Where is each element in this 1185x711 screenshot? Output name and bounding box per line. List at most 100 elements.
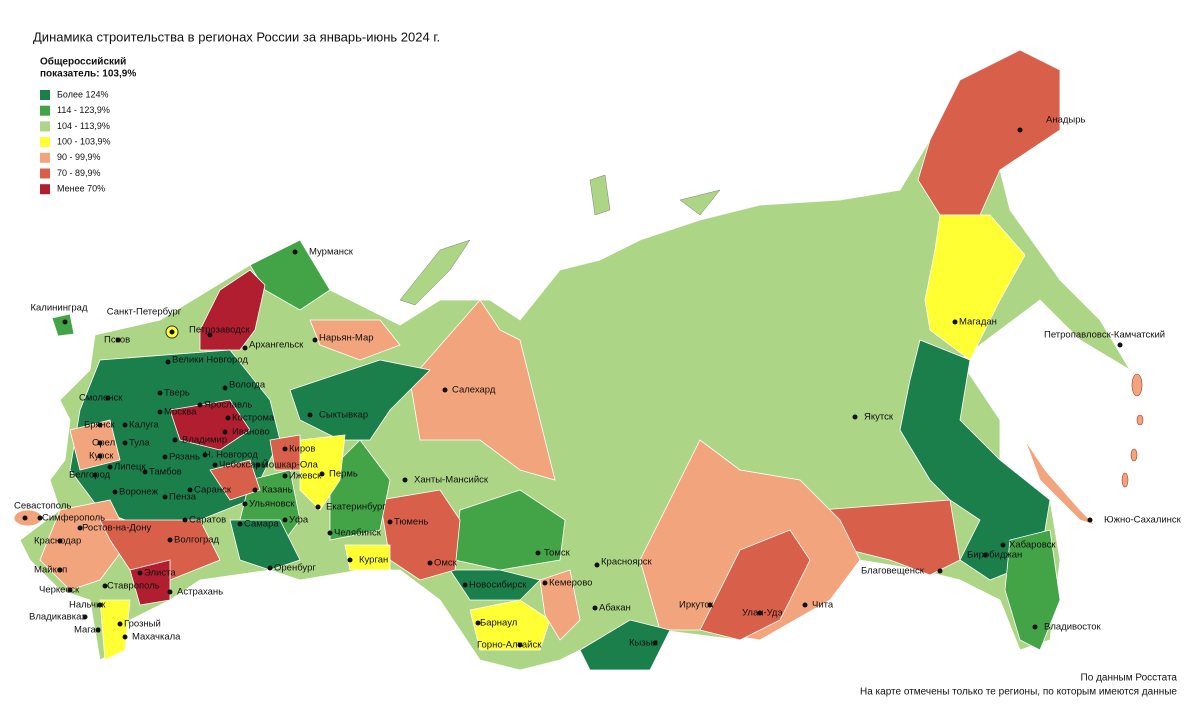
city-dot <box>105 395 111 401</box>
city-label: Ярославль <box>204 400 252 411</box>
city-dot <box>67 587 73 593</box>
city-label: Ульяновск <box>249 499 295 510</box>
city-label: Пенза <box>169 492 197 503</box>
city-label: Мурманск <box>309 247 354 258</box>
city-label: Махачкала <box>132 632 181 643</box>
city-label: Тула <box>129 438 150 449</box>
city-label: Владикавказ <box>29 612 86 623</box>
city-dot <box>242 501 248 507</box>
city-label: Нальчик <box>69 600 106 611</box>
city-dot <box>475 620 481 626</box>
city-dot <box>937 568 943 574</box>
city-dot <box>162 454 168 460</box>
city-label: Волгоград <box>174 535 220 546</box>
city-label: Казань <box>262 485 293 496</box>
legend-swatch <box>40 168 50 179</box>
city-dot <box>442 387 448 393</box>
city-dot <box>142 469 148 475</box>
city-dot <box>165 359 171 365</box>
city-label: Н. Новгород <box>204 450 258 461</box>
city-label: Кемерово <box>549 578 592 589</box>
legend-label: 104 - 113,9% <box>57 121 110 131</box>
city-dot <box>82 614 88 620</box>
city-label: Уфа <box>289 515 309 526</box>
city-dot <box>97 602 103 608</box>
legend-swatch <box>40 152 50 163</box>
city-dot <box>22 515 28 521</box>
legend-label: 90 - 99,9% <box>57 152 101 162</box>
city-dot <box>307 412 313 418</box>
city-dot <box>535 550 541 556</box>
city-dot <box>222 429 228 435</box>
city-label: Горно-Алтайск <box>477 640 542 651</box>
city-label: Челябинск <box>334 528 382 539</box>
city-label: Воронеж <box>119 487 159 498</box>
city-dot <box>427 560 433 566</box>
city-dot <box>112 489 118 495</box>
city-dot <box>122 440 128 446</box>
city-dot <box>157 409 163 415</box>
city-dot <box>267 565 273 571</box>
city-dot <box>97 440 103 446</box>
city-label: Чита <box>812 600 834 611</box>
city-label: Тверь <box>164 388 190 399</box>
legend-label: 114 - 123,9% <box>57 105 110 115</box>
city-dot <box>542 580 548 586</box>
city-label: Тамбов <box>149 467 182 478</box>
city-label: Калуга <box>129 420 159 431</box>
city-label: Грозный <box>124 619 161 630</box>
legend-label: Менее 70% <box>57 184 105 194</box>
city-label: Кызыл <box>629 638 658 649</box>
city-label: Краснодар <box>34 536 81 547</box>
city-label: Липецк <box>114 462 146 473</box>
city-label: Калининград <box>30 303 87 314</box>
city-label: Южно-Сахалинск <box>1104 515 1182 526</box>
map-title: Динамика строительства в регионах России… <box>33 29 440 44</box>
city-label: Магадан <box>959 317 997 328</box>
city-dot <box>594 562 600 568</box>
city-dot <box>115 337 121 343</box>
city-label: Псков <box>104 335 130 346</box>
city-label: Ханты-Мансийск <box>414 475 489 486</box>
city-dot <box>77 525 83 531</box>
city-label: Томск <box>544 548 571 559</box>
city-dot <box>137 570 143 576</box>
city-dot <box>517 642 523 648</box>
city-dot <box>757 610 763 616</box>
city-dot <box>1017 127 1023 133</box>
city-dot <box>952 319 958 325</box>
city-label: Орел <box>92 438 115 449</box>
footnote: По данным Росстата <box>1081 673 1178 684</box>
city-dot <box>707 602 713 608</box>
legend-swatch <box>40 184 50 195</box>
city-label: Омск <box>434 558 458 569</box>
city-dot <box>282 446 288 452</box>
legend-label: 100 - 103,9% <box>57 136 111 146</box>
city-dot <box>97 422 103 428</box>
city-dot <box>802 602 808 608</box>
city-label: Биробиджан <box>967 550 1022 561</box>
city-dot <box>242 345 248 351</box>
city-dot <box>402 477 408 483</box>
city-dot <box>107 464 113 470</box>
city-dot <box>315 504 321 510</box>
city-label: Владивосток <box>1044 622 1102 633</box>
city-label: Ставрополь <box>107 581 160 592</box>
legend-title: Общероссийский <box>40 56 126 68</box>
legend-label: 70 - 89,9% <box>57 168 101 178</box>
legend-label: Более 124% <box>57 89 109 99</box>
landmass <box>13 49 1144 671</box>
city-label: Тюмень <box>394 517 428 528</box>
city-dot <box>102 583 108 589</box>
city-label: Екатеринбург <box>326 502 386 513</box>
city-label: Иркутск <box>679 600 714 611</box>
city-dot <box>122 634 128 640</box>
city-dot <box>1087 517 1093 523</box>
city-label: Иваново <box>232 427 270 438</box>
city-label: Севастополь <box>14 501 71 512</box>
city-dot <box>237 521 243 527</box>
city-dot <box>117 621 123 627</box>
city-dot <box>172 437 178 443</box>
